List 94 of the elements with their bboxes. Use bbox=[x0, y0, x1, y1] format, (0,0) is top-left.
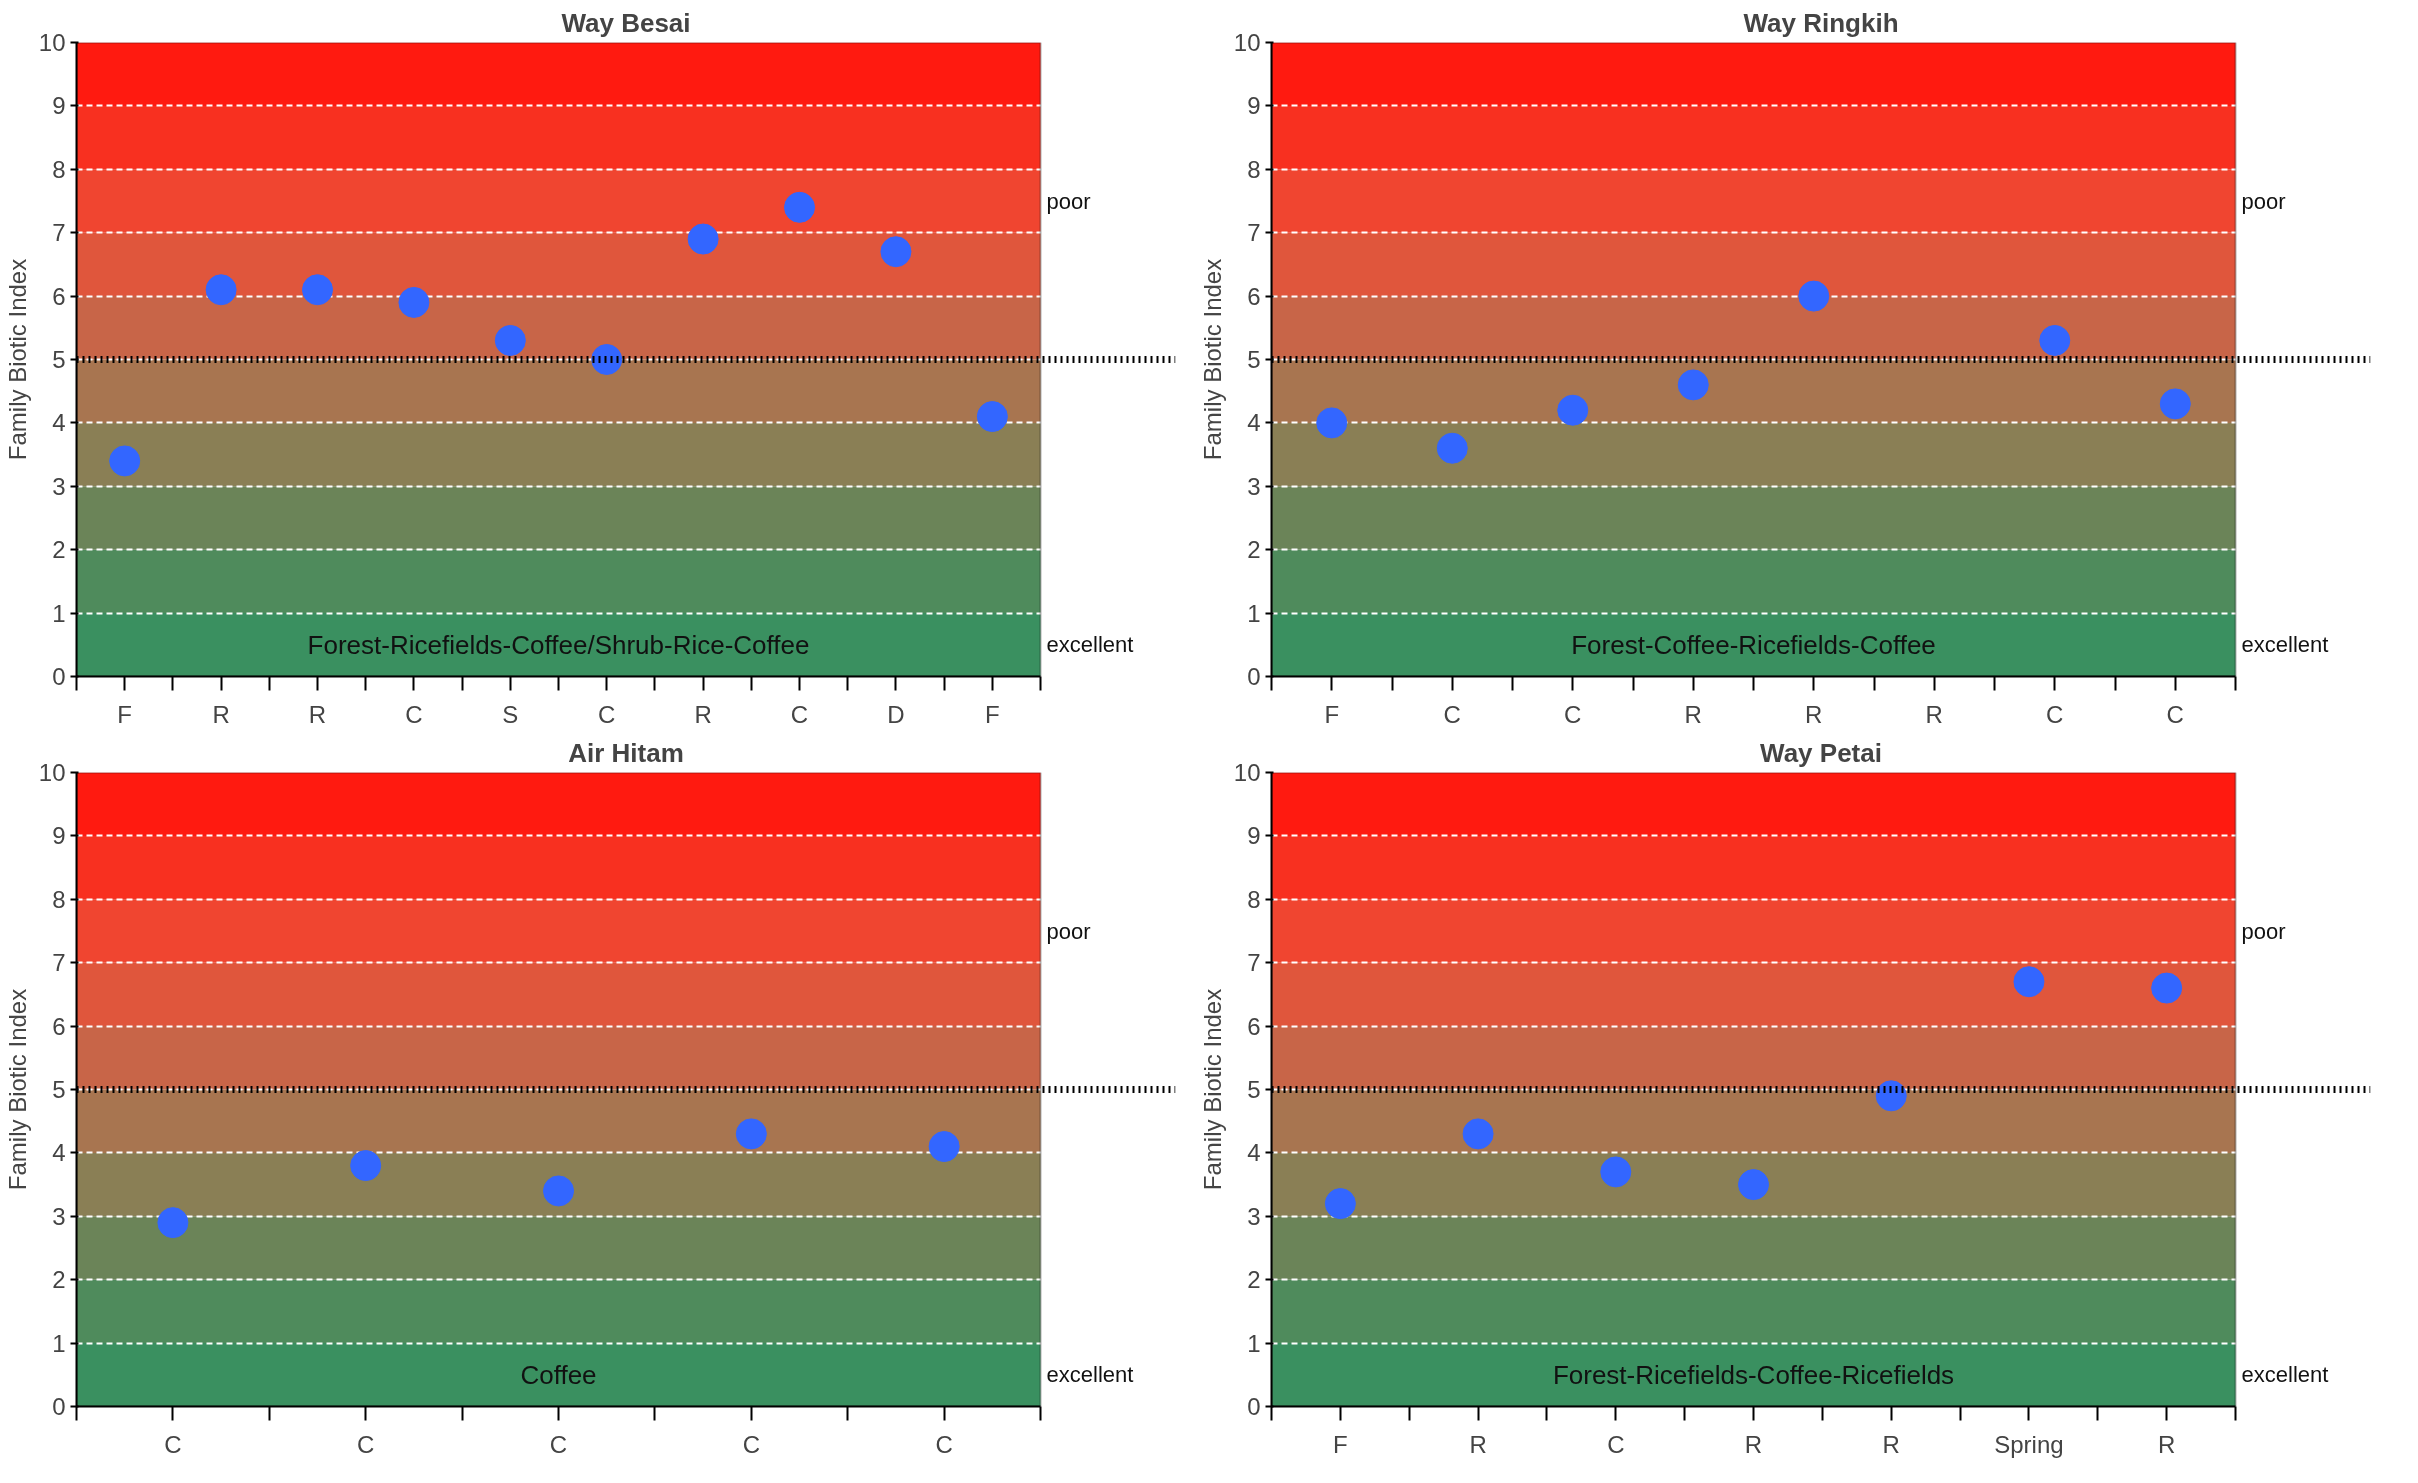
text: excellent bbox=[2241, 632, 2329, 658]
annotation: Forest-Ricefields-Coffee/Shrub-Rice-Coffee bbox=[307, 629, 810, 660]
x-tick-label: F bbox=[985, 700, 1000, 728]
annotation: Coffee bbox=[520, 1359, 597, 1390]
y-tick-label: 5 bbox=[1247, 1076, 1261, 1103]
y-tick-label: 9 bbox=[52, 822, 66, 850]
y-tick-label: 2 bbox=[52, 536, 66, 564]
text: poor bbox=[2241, 918, 2286, 944]
y-tick-label: 9 bbox=[1247, 92, 1261, 120]
x-tick-label: C bbox=[1607, 1430, 1625, 1458]
x-tick-label: C bbox=[357, 1430, 375, 1458]
y-tick-label: 3 bbox=[52, 472, 66, 500]
x-tick-label: R bbox=[1925, 700, 1943, 728]
y-tick-label: 5 bbox=[52, 346, 66, 373]
y-axis-title: Family Biotic Index bbox=[3, 988, 31, 1191]
y-tick-label: 8 bbox=[1247, 155, 1261, 183]
x-tick-label: R bbox=[308, 700, 327, 728]
y-tick-label: 5 bbox=[52, 1076, 66, 1103]
x-tick-label: C bbox=[742, 1430, 760, 1458]
x-tick-label: R bbox=[1744, 1430, 1763, 1458]
chart-title: Way Besai bbox=[561, 7, 691, 38]
x-tick-label: C bbox=[790, 700, 809, 728]
y-tick-label: 2 bbox=[1247, 1266, 1261, 1294]
y-tick-label: 4 bbox=[1247, 409, 1261, 437]
x-tick-label: D bbox=[887, 700, 905, 728]
y-tick-label: 8 bbox=[52, 155, 66, 183]
annotation: Forest-Coffee-Ricefields-Coffee bbox=[1571, 629, 1936, 660]
x-tick-label: C bbox=[549, 1430, 568, 1458]
y-tick-label: 7 bbox=[52, 219, 66, 247]
x-tick-label: Spring bbox=[1994, 1430, 2064, 1458]
x-tick-label: R bbox=[212, 700, 230, 728]
y-tick-label: 2 bbox=[1247, 536, 1261, 564]
chart-title: Way Petai bbox=[1760, 737, 1882, 768]
y-tick-label: 1 bbox=[52, 1329, 66, 1357]
y-tick-label: 3 bbox=[1247, 1202, 1261, 1230]
y-tick-label: 6 bbox=[1247, 1012, 1261, 1040]
y-tick-label: 2 bbox=[52, 1266, 66, 1294]
text: excellent bbox=[2241, 1362, 2329, 1388]
x-tick-label: F bbox=[1333, 1430, 1348, 1458]
y-tick-label: 8 bbox=[52, 885, 66, 913]
y-tick-label: 1 bbox=[1247, 1329, 1261, 1357]
x-tick-label: F bbox=[1324, 700, 1340, 728]
y-tick-label: 3 bbox=[52, 1202, 66, 1230]
y-tick-label: 3 bbox=[1247, 472, 1261, 500]
y-tick-label: 0 bbox=[52, 663, 66, 690]
x-tick-label: C bbox=[1443, 700, 1461, 728]
y-tick-label: 10 bbox=[1233, 29, 1261, 56]
x-tick-label: R bbox=[694, 700, 712, 728]
y-axis-title: Family Biotic Index bbox=[1198, 988, 1226, 1191]
y-axis-title: Family Biotic Index bbox=[3, 258, 31, 461]
x-tick-label: R bbox=[1469, 1430, 1487, 1458]
annotation: Forest-Ricefields-Coffee-Ricefields bbox=[1552, 1359, 1955, 1390]
y-tick-label: 10 bbox=[38, 759, 66, 786]
y-tick-label: 6 bbox=[52, 1012, 66, 1040]
y-tick-label: 5 bbox=[1247, 346, 1261, 373]
chart-title: Way Ringkih bbox=[1743, 7, 1899, 38]
x-tick-label: C bbox=[1564, 700, 1582, 728]
y-tick-label: 0 bbox=[52, 1393, 66, 1420]
y-tick-label: 4 bbox=[52, 409, 66, 437]
x-tick-label: R bbox=[2158, 1430, 2176, 1458]
y-tick-label: 9 bbox=[52, 92, 66, 120]
x-tick-label: S bbox=[502, 700, 519, 728]
y-tick-label: 7 bbox=[1247, 949, 1261, 977]
text: excellent bbox=[1046, 1362, 1134, 1388]
y-tick-label: 7 bbox=[52, 949, 66, 977]
text: poor bbox=[1046, 918, 1091, 944]
x-tick-label: F bbox=[117, 700, 133, 728]
x-tick-label: R bbox=[1882, 1430, 1900, 1458]
x-tick-label: C bbox=[164, 1430, 182, 1458]
y-tick-label: 4 bbox=[1247, 1139, 1261, 1167]
x-tick-label: R bbox=[1684, 700, 1702, 728]
x-tick-label: C bbox=[935, 1430, 953, 1458]
text: excellent bbox=[1046, 632, 1134, 658]
x-tick-label: C bbox=[2166, 700, 2184, 728]
y-tick-label: 6 bbox=[1247, 282, 1261, 310]
y-tick-label: 0 bbox=[1247, 1393, 1261, 1420]
y-tick-label: 0 bbox=[1247, 663, 1261, 690]
x-tick-label: C bbox=[598, 700, 616, 728]
y-tick-label: 7 bbox=[1247, 219, 1261, 247]
text: poor bbox=[2241, 188, 2286, 214]
x-tick-label: R bbox=[1805, 700, 1823, 728]
y-tick-label: 8 bbox=[1247, 885, 1261, 913]
y-axis-title: Family Biotic Index bbox=[1198, 258, 1226, 461]
y-tick-label: 1 bbox=[1247, 599, 1261, 627]
x-tick-label: C bbox=[2046, 700, 2064, 728]
y-tick-label: 10 bbox=[38, 29, 66, 56]
y-tick-label: 9 bbox=[1247, 822, 1261, 850]
y-tick-label: 1 bbox=[52, 599, 66, 627]
text: poor bbox=[1046, 188, 1091, 214]
y-tick-label: 4 bbox=[52, 1139, 66, 1167]
x-tick-label: C bbox=[405, 700, 423, 728]
y-tick-label: 10 bbox=[1233, 759, 1261, 786]
chart-title: Air Hitam bbox=[568, 737, 684, 768]
y-tick-label: 6 bbox=[52, 282, 66, 310]
